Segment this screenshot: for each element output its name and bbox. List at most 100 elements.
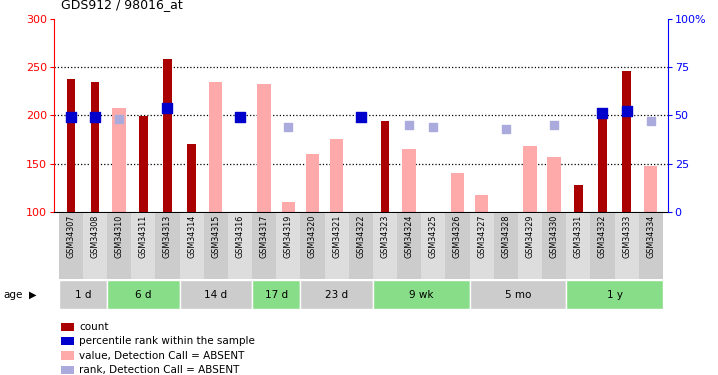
Text: GSM34316: GSM34316 bbox=[236, 214, 244, 258]
Bar bbox=[67, 79, 75, 212]
Bar bbox=[330, 140, 343, 212]
Bar bbox=[252, 280, 300, 309]
Text: GSM34313: GSM34313 bbox=[163, 214, 172, 258]
Text: GSM34331: GSM34331 bbox=[574, 214, 583, 258]
Bar bbox=[306, 154, 319, 212]
Text: GSM34333: GSM34333 bbox=[623, 214, 631, 258]
Point bbox=[621, 108, 633, 114]
Bar bbox=[470, 280, 567, 309]
Bar bbox=[470, 213, 494, 279]
Point bbox=[500, 126, 511, 132]
Bar bbox=[445, 213, 470, 279]
Text: count: count bbox=[79, 322, 108, 332]
Text: GSM34325: GSM34325 bbox=[429, 214, 438, 258]
Point bbox=[549, 122, 560, 128]
Text: GSM34317: GSM34317 bbox=[260, 214, 269, 258]
Bar bbox=[281, 202, 295, 212]
Text: GSM34323: GSM34323 bbox=[381, 214, 389, 258]
Bar bbox=[61, 351, 74, 360]
Bar bbox=[83, 213, 107, 279]
Bar bbox=[567, 280, 663, 309]
Text: age: age bbox=[4, 290, 23, 300]
Bar bbox=[644, 165, 658, 212]
Bar bbox=[258, 84, 271, 212]
Bar bbox=[204, 213, 228, 279]
Bar bbox=[523, 146, 536, 212]
Point bbox=[645, 118, 656, 124]
Text: GSM34334: GSM34334 bbox=[646, 214, 656, 258]
Bar bbox=[209, 82, 223, 212]
Text: 17 d: 17 d bbox=[265, 290, 288, 300]
Bar bbox=[187, 144, 196, 212]
Bar bbox=[276, 213, 300, 279]
Point bbox=[283, 124, 294, 130]
Text: GSM34328: GSM34328 bbox=[501, 214, 510, 258]
Bar bbox=[155, 213, 180, 279]
Bar bbox=[623, 71, 631, 212]
Bar bbox=[59, 213, 83, 279]
Text: 23 d: 23 d bbox=[325, 290, 348, 300]
Bar bbox=[59, 280, 107, 309]
Bar bbox=[475, 195, 488, 212]
Text: GSM34326: GSM34326 bbox=[453, 214, 462, 258]
Text: GSM34329: GSM34329 bbox=[526, 214, 534, 258]
Text: GSM34319: GSM34319 bbox=[284, 214, 293, 258]
Text: 1 y: 1 y bbox=[607, 290, 623, 300]
Text: rank, Detection Call = ABSENT: rank, Detection Call = ABSENT bbox=[79, 365, 239, 375]
Bar bbox=[567, 213, 590, 279]
Point bbox=[404, 122, 415, 128]
Bar bbox=[615, 213, 639, 279]
Text: GDS912 / 98016_at: GDS912 / 98016_at bbox=[61, 0, 183, 11]
Bar bbox=[349, 213, 373, 279]
Bar bbox=[61, 337, 74, 345]
Point bbox=[427, 124, 439, 130]
Bar bbox=[139, 116, 147, 212]
Bar bbox=[252, 213, 276, 279]
Bar bbox=[518, 213, 542, 279]
Text: GSM34310: GSM34310 bbox=[115, 214, 123, 258]
Bar bbox=[548, 157, 561, 212]
Bar bbox=[107, 213, 131, 279]
Text: ▶: ▶ bbox=[29, 290, 36, 300]
Text: GSM34320: GSM34320 bbox=[308, 214, 317, 258]
Bar bbox=[590, 213, 615, 279]
Text: value, Detection Call = ABSENT: value, Detection Call = ABSENT bbox=[79, 351, 244, 360]
Point bbox=[597, 110, 608, 116]
Bar bbox=[494, 213, 518, 279]
Bar bbox=[381, 121, 389, 212]
Bar bbox=[598, 116, 607, 212]
Point bbox=[89, 114, 101, 120]
Bar bbox=[113, 108, 126, 212]
Text: GSM34321: GSM34321 bbox=[332, 214, 341, 258]
Text: GSM34327: GSM34327 bbox=[477, 214, 486, 258]
Bar bbox=[180, 280, 252, 309]
Bar bbox=[131, 213, 155, 279]
Bar bbox=[397, 213, 421, 279]
Text: GSM34322: GSM34322 bbox=[356, 214, 365, 258]
Point bbox=[65, 114, 77, 120]
Bar bbox=[542, 213, 567, 279]
Text: GSM34332: GSM34332 bbox=[598, 214, 607, 258]
Bar bbox=[325, 213, 349, 279]
Text: 14 d: 14 d bbox=[204, 290, 228, 300]
Text: GSM34308: GSM34308 bbox=[90, 214, 99, 258]
Text: 5 mo: 5 mo bbox=[505, 290, 531, 300]
Bar bbox=[403, 149, 416, 212]
Text: 1 d: 1 d bbox=[75, 290, 91, 300]
Text: GSM34314: GSM34314 bbox=[187, 214, 196, 258]
Text: percentile rank within the sample: percentile rank within the sample bbox=[79, 336, 255, 346]
Text: GSM34315: GSM34315 bbox=[211, 214, 220, 258]
Point bbox=[162, 105, 173, 111]
Bar bbox=[228, 213, 252, 279]
Point bbox=[355, 114, 366, 120]
Bar bbox=[107, 280, 180, 309]
Text: GSM34324: GSM34324 bbox=[405, 214, 414, 258]
Bar bbox=[61, 366, 74, 374]
Bar bbox=[639, 213, 663, 279]
Text: GSM34311: GSM34311 bbox=[139, 214, 148, 258]
Bar bbox=[373, 213, 397, 279]
Bar bbox=[300, 213, 325, 279]
Point bbox=[234, 114, 246, 120]
Bar bbox=[61, 323, 74, 331]
Bar bbox=[451, 173, 464, 212]
